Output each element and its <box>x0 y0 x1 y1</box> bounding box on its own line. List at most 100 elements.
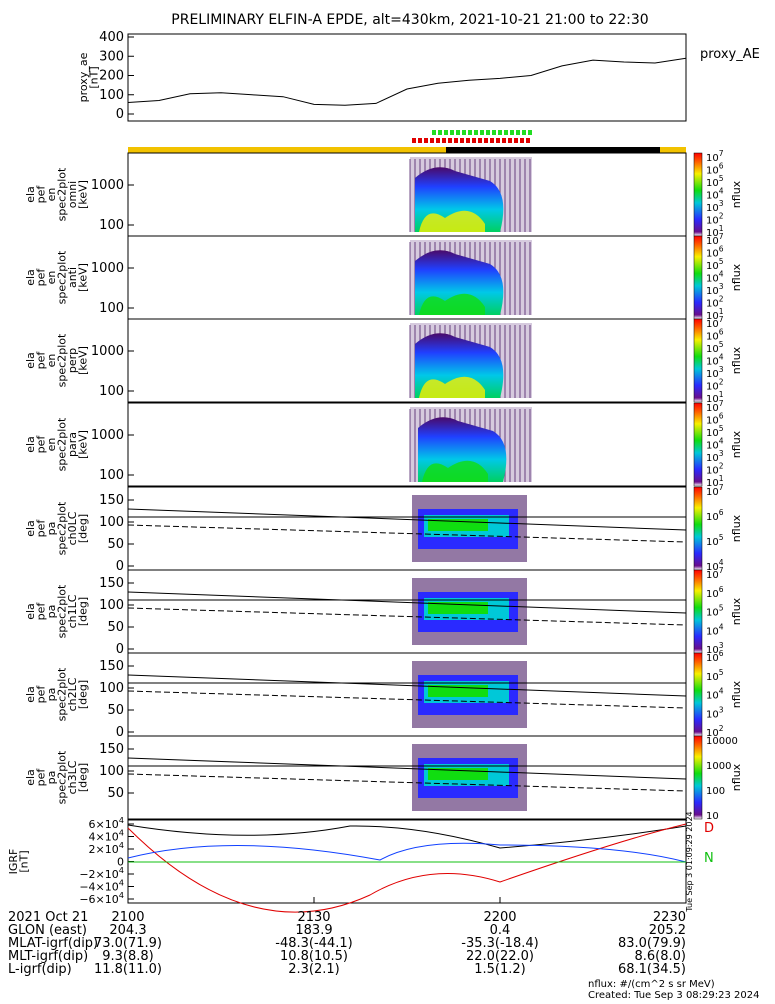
spec-panel-1-colorbar-tick: 106 <box>706 245 724 260</box>
spec-panel-3-colorbar-tick: 107 <box>706 399 724 414</box>
spec-panel-3-colorbar-tick: 106 <box>706 412 724 427</box>
pa-panel-3-frame <box>127 735 687 820</box>
pa-panel-0-ylabel: [deg] <box>76 514 89 543</box>
spec-panel-3-ylabel: spec2plot <box>55 417 68 471</box>
spec-panel-2-colorbar-tick: 101 <box>706 390 724 405</box>
units-note: nflux: #/(cm^2 s sr MeV) <box>588 979 715 990</box>
status-mark-red <box>508 138 512 143</box>
spec-panel-0-ylabel: [keV] <box>76 180 89 209</box>
footer-row-value: 10.8(10.5) <box>280 949 348 964</box>
spec-panel-2-colorbar-label: nflux <box>730 346 743 374</box>
spec-panel-0-colorbar-tick: 106 <box>706 162 724 177</box>
spec-panel-1-colorbar-tick: 101 <box>706 307 724 322</box>
pa-panel-3-ylabel: pef <box>34 768 47 787</box>
spec-panel-3-tick-label: 100 <box>99 468 124 483</box>
pa-panel-0-tick-label: 50 <box>107 537 124 552</box>
pa-panel-0-colorbar-tick: 106 <box>706 508 724 523</box>
pa-panel-1-colorbar <box>693 569 703 654</box>
proxy-ae-tick-label: 100 <box>99 88 124 103</box>
spec-panel-0-ylabel: en <box>45 188 58 202</box>
status-mark-red <box>484 138 488 143</box>
spec-panel-3-ylabel: ela <box>24 436 37 453</box>
proxy-ae-tick-label: 400 <box>99 30 124 45</box>
pa-panel-3-colorbar-tick: 10 <box>706 811 719 822</box>
spec-panel-1-ylabel: anti <box>66 267 79 288</box>
pa-panel-3-colorbar-tick: 1000 <box>706 761 731 772</box>
spec-panel-3-colorbar-tick: 101 <box>706 474 724 489</box>
spec-panel-0-ylabel: omni <box>66 181 79 208</box>
pa-panel-2-ylabel: ela <box>24 686 37 703</box>
status-bar-black <box>446 147 660 153</box>
pa-panel-1-ylabel: ch1LC <box>66 594 79 628</box>
footer-row-value: 9.3(8.8) <box>102 949 154 964</box>
pa-panel-2-lc-lower <box>127 690 687 709</box>
proxy-ae-line <box>127 57 687 106</box>
pa-panel-2-ylabel: ch2LC <box>66 677 79 711</box>
pa-panel-3-ylabel: ch3LC <box>66 760 79 794</box>
status-mark-red <box>520 138 524 143</box>
footer-row-value: 2.3(2.1) <box>288 962 340 977</box>
footer-row-value: 2200 <box>483 910 516 925</box>
proxy-ae-tick-label: 0 <box>116 107 124 122</box>
status-mark-green <box>462 130 466 135</box>
footer-row-value: 1.5(1.2) <box>474 962 526 977</box>
status-mark-green <box>438 130 442 135</box>
pa-panel-0-lc-lower <box>127 524 687 543</box>
spec-panel-2-tick-label: 100 <box>99 384 124 399</box>
spec-panel-3-tick-label: 1000 <box>91 428 124 443</box>
footer-row-value: 8.6(8.0) <box>635 949 687 964</box>
pa-panel-1-ylabel: spec2plot <box>55 584 68 638</box>
spec-panel-2-ylabel: spec2plot <box>55 333 68 387</box>
pa-panel-0-ylabel: spec2plot <box>55 501 68 555</box>
spec-panel-2-ylabel: [keV] <box>76 346 89 375</box>
pa-panel-2-ylabel: spec2plot <box>55 667 68 721</box>
figure-title: PRELIMINARY ELFIN-A EPDE, alt=430km, 202… <box>171 12 648 28</box>
footer-row-value: 205.2 <box>649 923 686 938</box>
status-mark-green <box>474 130 478 135</box>
proxy-ae-ylabel: [nT] <box>87 66 100 88</box>
spec-panel-2-ylabel: perp <box>66 348 79 373</box>
pa-panel-2-colorbar-label: nflux <box>730 680 743 708</box>
status-mark-green <box>510 130 514 135</box>
pa-panel-3-colorbar-tick: 100 <box>706 786 725 797</box>
footer-row-value: 2130 <box>297 910 330 925</box>
pa-panel-0-ylabel: pef <box>34 519 47 538</box>
footer-row-value: 183.9 <box>295 923 332 938</box>
spec-panel-0-ylabel: spec2plot <box>55 167 68 221</box>
status-mark-green <box>450 130 454 135</box>
status-mark-red <box>472 138 476 143</box>
spec-panel-3-frame <box>127 402 687 487</box>
pa-panel-1-lc-lower <box>127 607 687 626</box>
status-mark-red <box>514 138 518 143</box>
spec-panel-0-ylabel: ela <box>24 186 37 203</box>
igrf-n <box>127 842 687 863</box>
spec-panel-2-colorbar-tick: 103 <box>706 365 724 380</box>
status-mark-green <box>498 130 502 135</box>
status-mark-green <box>516 130 520 135</box>
pa-panel-0-colorbar-tick: 107 <box>706 483 724 498</box>
pa-panel-3-colorbar <box>693 735 703 820</box>
spec-panel-0-colorbar-tick: 105 <box>706 174 724 189</box>
pa-panel-2-colorbar-tick: 103 <box>706 705 724 720</box>
pa-panel-3-ylabel: pa <box>45 771 58 785</box>
spec-panel-2-ylabel: pef <box>34 351 47 370</box>
footer-row-label: MLT-igrf(dip) <box>8 949 88 964</box>
status-bar-yellow-end <box>660 147 686 153</box>
spec-panel-1-frame <box>127 235 687 320</box>
status-mark-red <box>454 138 458 143</box>
status-mark-red <box>460 138 464 143</box>
igrf-side-text: Tue Sep 3 01:09:29 2024 <box>685 811 694 912</box>
footer-row-value: -48.3(-44.1) <box>275 936 352 951</box>
status-mark-green <box>486 130 490 135</box>
spec-panel-0-tick-label: 100 <box>99 218 124 233</box>
footer-row-value: -35.3(-18.4) <box>461 936 538 951</box>
pa-panel-2-colorbar <box>693 652 703 737</box>
pa-panel-3-lc-lower <box>127 773 687 792</box>
pa-panel-1-lc-upper <box>127 591 687 614</box>
pa-panel-1-tick-label: 100 <box>99 598 124 613</box>
pa-panel-3-colorbar-label: nflux <box>730 763 743 791</box>
status-mark-red <box>424 138 428 143</box>
pa-panel-1-colorbar-tick: 103 <box>706 641 724 656</box>
spec-panel-3-colorbar-tick: 102 <box>706 462 724 477</box>
